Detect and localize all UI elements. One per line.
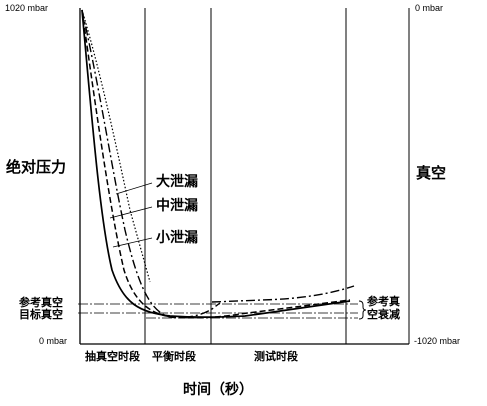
curve-medium-leak [81,9,221,319]
curve-large-leak [81,9,151,283]
legend-small-leak: 小泄漏 [156,230,198,246]
right-axis-title: 真空 [416,164,447,182]
left-axis-title: 绝对压力 [6,158,67,176]
decay-label-line2: 空衰减 [367,308,400,321]
right-bottom-label: -1020 mbar [414,336,461,346]
legend-large-leak: 大泄漏 [156,174,198,190]
curve-medium-leak-tail [211,285,355,303]
phase-stabilization: 平衡时段 [152,350,196,363]
leader-medium [109,206,153,219]
ref-vacuum-label: 参考真空 [19,296,63,309]
phase-evacuation: 抽真空时段 [85,350,140,363]
right-top-label: 0 mbar [415,3,444,13]
x-axis-title: 时间（秒） [183,382,253,398]
decay-label-line1: 参考真 [367,295,400,308]
left-bottom-label: 0 mbar [39,336,68,346]
target-vacuum-label: 目标真空 [19,308,63,321]
curve-small-leak-dash [81,9,351,319]
phase-test: 测试时段 [254,350,298,363]
legend-medium-leak: 中泄漏 [156,198,198,214]
curve-small-leak [81,9,351,319]
decay-brace [358,300,367,320]
left-top-label: 1020 mbar [5,3,49,13]
leader-small [112,237,153,248]
leader-large [115,182,153,195]
